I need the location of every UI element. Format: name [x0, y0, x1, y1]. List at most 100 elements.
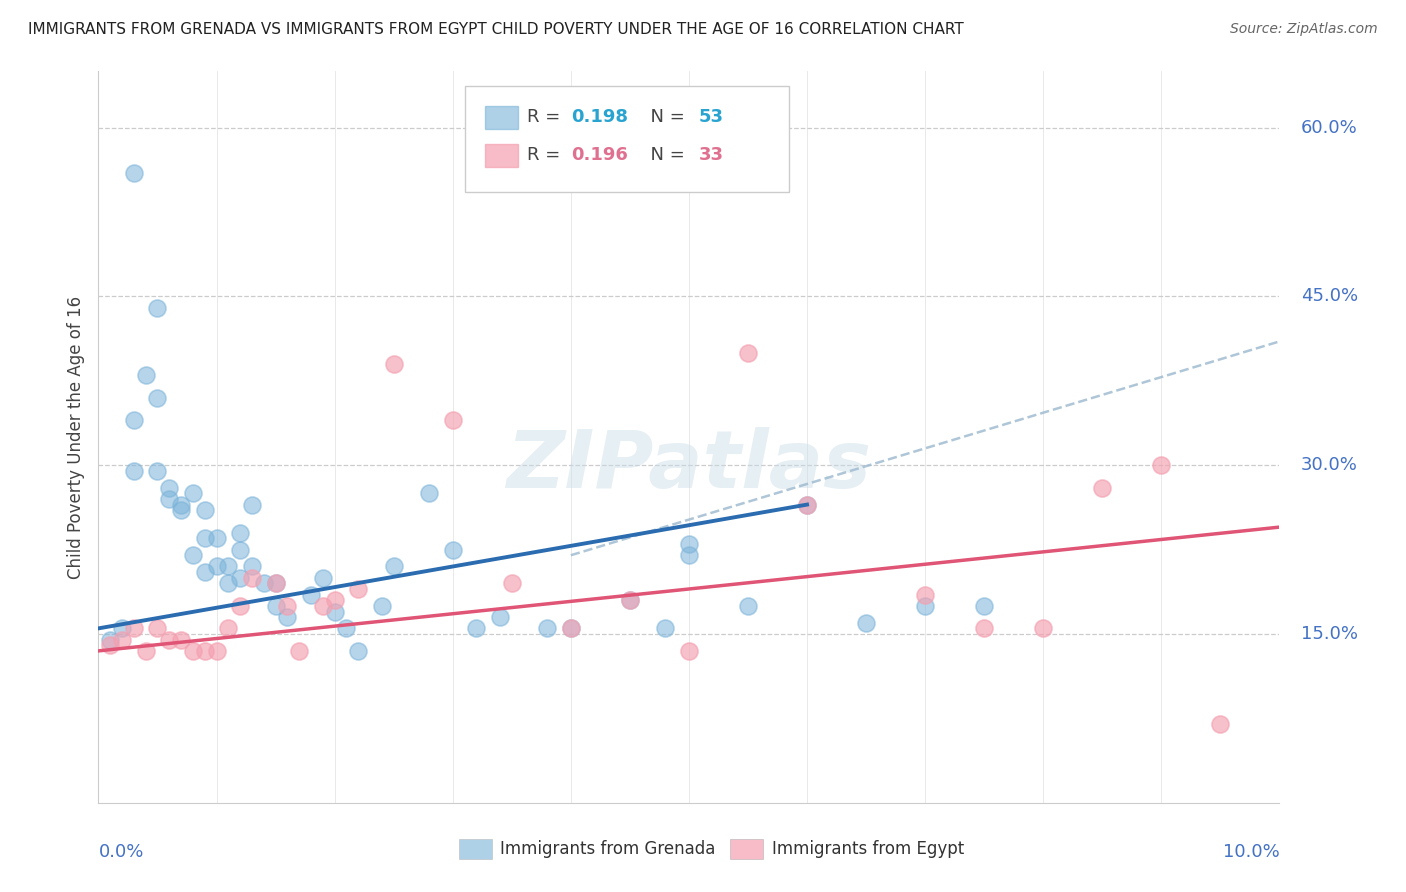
Text: 45.0%: 45.0% — [1301, 287, 1358, 305]
Point — [181, 644, 204, 658]
Text: R =: R = — [527, 109, 567, 127]
Point — [560, 621, 582, 635]
Point — [418, 486, 440, 500]
Point — [181, 486, 204, 500]
Text: 0.196: 0.196 — [571, 146, 627, 164]
Point — [382, 357, 405, 371]
Point — [240, 559, 263, 574]
Point — [229, 571, 252, 585]
Point — [146, 464, 169, 478]
Point — [217, 621, 239, 635]
Point — [489, 610, 512, 624]
Point — [371, 599, 394, 613]
Point — [122, 464, 145, 478]
Text: Immigrants from Grenada: Immigrants from Grenada — [501, 840, 716, 858]
Point — [465, 621, 488, 635]
Point — [678, 537, 700, 551]
Point — [654, 621, 676, 635]
Point — [122, 621, 145, 635]
Point — [973, 599, 995, 613]
Point — [914, 588, 936, 602]
FancyBboxPatch shape — [485, 144, 517, 167]
FancyBboxPatch shape — [485, 106, 517, 129]
Point — [796, 498, 818, 512]
Point — [855, 615, 877, 630]
Text: ZIPatlas: ZIPatlas — [506, 427, 872, 506]
Point — [347, 582, 370, 596]
Point — [264, 576, 287, 591]
Point — [194, 532, 217, 546]
Point — [194, 644, 217, 658]
Point — [501, 576, 523, 591]
Point — [240, 571, 263, 585]
Point — [229, 525, 252, 540]
Point — [312, 571, 335, 585]
Point — [678, 644, 700, 658]
Point — [441, 542, 464, 557]
Point — [264, 576, 287, 591]
Text: Immigrants from Egypt: Immigrants from Egypt — [772, 840, 965, 858]
Point — [288, 644, 311, 658]
Point — [98, 632, 121, 647]
Point — [122, 166, 145, 180]
Text: 10.0%: 10.0% — [1223, 843, 1279, 861]
Point — [1091, 481, 1114, 495]
Point — [678, 548, 700, 562]
Point — [111, 632, 134, 647]
Point — [323, 605, 346, 619]
FancyBboxPatch shape — [458, 838, 492, 859]
Point — [194, 565, 217, 579]
Point — [1032, 621, 1054, 635]
Point — [1209, 717, 1232, 731]
Point — [194, 503, 217, 517]
Text: Source: ZipAtlas.com: Source: ZipAtlas.com — [1230, 22, 1378, 37]
Point — [441, 413, 464, 427]
Point — [737, 599, 759, 613]
Text: 0.198: 0.198 — [571, 109, 628, 127]
Point — [146, 621, 169, 635]
FancyBboxPatch shape — [464, 86, 789, 192]
Point — [240, 498, 263, 512]
Point — [560, 621, 582, 635]
Point — [205, 559, 228, 574]
Point — [205, 532, 228, 546]
Point — [170, 498, 193, 512]
Point — [146, 301, 169, 315]
Point — [299, 588, 322, 602]
Point — [796, 498, 818, 512]
Point — [135, 368, 157, 383]
Text: IMMIGRANTS FROM GRENADA VS IMMIGRANTS FROM EGYPT CHILD POVERTY UNDER THE AGE OF : IMMIGRANTS FROM GRENADA VS IMMIGRANTS FR… — [28, 22, 965, 37]
Point — [135, 644, 157, 658]
Text: 53: 53 — [699, 109, 724, 127]
Point — [323, 593, 346, 607]
Point — [276, 599, 298, 613]
Point — [382, 559, 405, 574]
FancyBboxPatch shape — [730, 838, 763, 859]
Text: N =: N = — [640, 146, 690, 164]
Point — [914, 599, 936, 613]
Point — [1150, 458, 1173, 473]
Point — [98, 638, 121, 652]
Text: 0.0%: 0.0% — [98, 843, 143, 861]
Point — [157, 481, 180, 495]
Point — [347, 644, 370, 658]
Point — [276, 610, 298, 624]
Point — [170, 503, 193, 517]
Point — [229, 599, 252, 613]
Point — [973, 621, 995, 635]
Point — [264, 599, 287, 613]
Text: 30.0%: 30.0% — [1301, 456, 1358, 475]
Point — [122, 413, 145, 427]
Text: 60.0%: 60.0% — [1301, 119, 1357, 136]
Point — [217, 576, 239, 591]
Point — [146, 391, 169, 405]
Point — [335, 621, 357, 635]
Point — [312, 599, 335, 613]
Point — [619, 593, 641, 607]
Text: 33: 33 — [699, 146, 724, 164]
Point — [737, 345, 759, 359]
Point — [170, 632, 193, 647]
Point — [536, 621, 558, 635]
Text: R =: R = — [527, 146, 567, 164]
Y-axis label: Child Poverty Under the Age of 16: Child Poverty Under the Age of 16 — [66, 295, 84, 579]
